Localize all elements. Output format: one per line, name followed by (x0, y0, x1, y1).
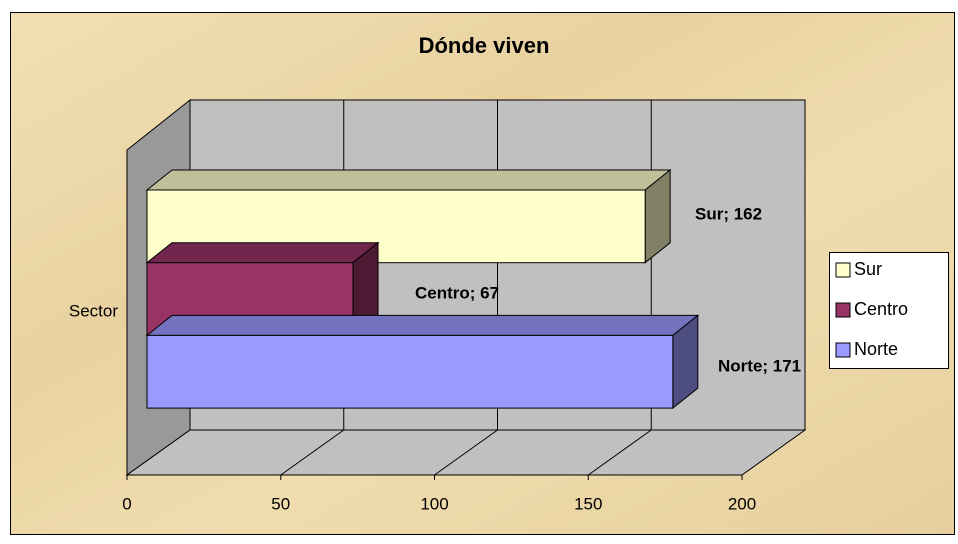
legend-label: Centro (854, 299, 908, 319)
category-label: Sector (69, 301, 118, 320)
floor-grid-line (280, 429, 345, 476)
legend-marker (835, 342, 851, 358)
data-label: Sur; 162 (695, 204, 762, 223)
x-tick-label: 150 (574, 494, 602, 513)
floor-grid-line (587, 429, 652, 476)
x-tick-label: 0 (122, 494, 131, 513)
bar-top (145, 169, 672, 191)
x-tick-label: 100 (420, 494, 448, 513)
chart-title: Dónde viven (419, 33, 550, 58)
bar (146, 334, 674, 409)
legend-marker (835, 262, 851, 278)
x-tick-label: 200 (728, 494, 756, 513)
legend-label: Sur (854, 259, 882, 279)
bar-top (145, 242, 380, 264)
x-tick-label: 50 (271, 494, 290, 513)
bar-top (145, 314, 700, 336)
floor-grid-line (434, 429, 498, 476)
data-label: Norte; 171 (718, 356, 801, 375)
legend-label: Norte (854, 339, 898, 359)
data-label: Centro; 67 (415, 283, 499, 302)
legend-marker (835, 302, 851, 318)
